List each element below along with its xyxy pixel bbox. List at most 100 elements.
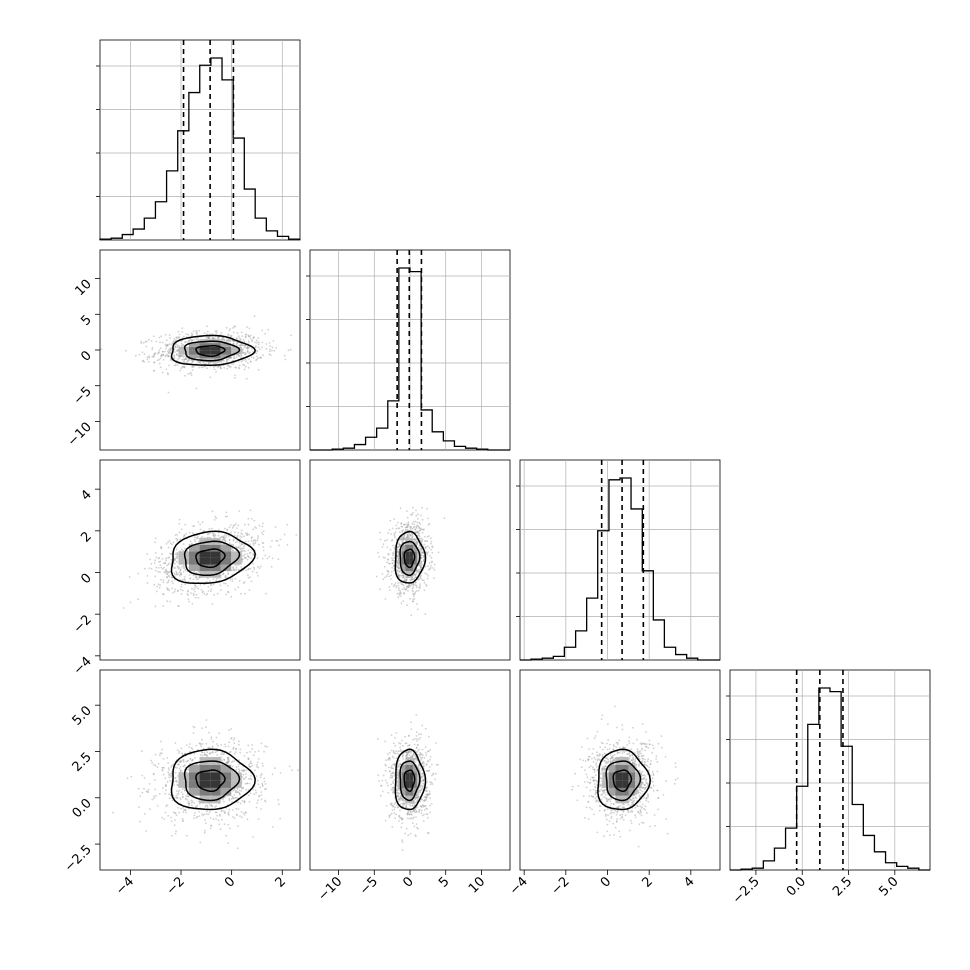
sample-point bbox=[248, 778, 250, 780]
sample-point bbox=[289, 348, 292, 351]
sample-point bbox=[251, 748, 254, 750]
sample-point bbox=[250, 778, 253, 781]
sample-point bbox=[166, 576, 169, 579]
sample-point bbox=[171, 543, 173, 546]
sample-point bbox=[384, 598, 387, 600]
sample-point bbox=[243, 368, 246, 371]
sample-point bbox=[183, 335, 185, 338]
sample-point bbox=[212, 362, 215, 365]
sample-point bbox=[205, 726, 207, 729]
sample-point bbox=[237, 768, 240, 770]
sample-point bbox=[235, 566, 238, 569]
sample-point bbox=[403, 537, 406, 540]
sample-point bbox=[390, 570, 393, 573]
sample-point bbox=[184, 583, 187, 585]
sample-point bbox=[397, 750, 400, 753]
panel-frame bbox=[729, 669, 931, 871]
sample-point bbox=[197, 596, 200, 599]
sample-point bbox=[216, 743, 218, 745]
sample-point bbox=[225, 511, 228, 514]
sample-point bbox=[404, 735, 406, 738]
sample-point bbox=[176, 353, 178, 356]
sample-point bbox=[183, 578, 186, 580]
sample-point bbox=[167, 349, 170, 351]
sample-point bbox=[177, 358, 179, 360]
sample-point bbox=[158, 349, 161, 352]
sample-point bbox=[244, 556, 246, 559]
sample-point bbox=[228, 526, 231, 529]
sample-point bbox=[431, 551, 434, 554]
sample-point bbox=[199, 753, 202, 756]
sample-point bbox=[225, 834, 228, 837]
sample-point bbox=[174, 776, 177, 779]
sample-point bbox=[231, 549, 234, 552]
sample-point bbox=[168, 352, 170, 355]
sample-point bbox=[274, 526, 277, 528]
sample-point bbox=[161, 558, 164, 560]
sample-point bbox=[419, 514, 422, 517]
sample-point bbox=[418, 529, 421, 532]
joint-panel-1-0 bbox=[99, 249, 301, 451]
sample-point bbox=[211, 510, 214, 513]
sample-point bbox=[240, 549, 243, 552]
sample-point bbox=[188, 531, 191, 534]
sample-point bbox=[234, 751, 237, 753]
sample-point bbox=[227, 573, 230, 576]
sample-point bbox=[242, 582, 245, 584]
sample-point bbox=[142, 359, 145, 362]
sample-point bbox=[238, 541, 241, 544]
sample-point bbox=[418, 569, 421, 571]
sample-point bbox=[180, 573, 183, 576]
sample-point bbox=[211, 336, 214, 339]
sample-point bbox=[244, 334, 247, 336]
sample-point bbox=[255, 359, 257, 362]
sample-point bbox=[215, 579, 218, 582]
sample-point bbox=[187, 358, 190, 361]
sample-point bbox=[264, 799, 266, 802]
sample-point bbox=[257, 565, 259, 568]
sample-point bbox=[159, 584, 162, 587]
density-cell bbox=[178, 551, 190, 558]
sample-point bbox=[423, 543, 426, 546]
sample-point bbox=[399, 581, 401, 584]
sample-point bbox=[412, 526, 415, 528]
sample-point bbox=[161, 341, 164, 344]
sample-point bbox=[234, 374, 236, 377]
sample-point bbox=[244, 365, 247, 368]
sample-point bbox=[212, 534, 215, 536]
sample-point bbox=[207, 337, 209, 340]
sample-point bbox=[238, 367, 241, 370]
sample-point bbox=[195, 586, 198, 588]
density-cell bbox=[199, 780, 211, 788]
sample-point bbox=[400, 525, 403, 528]
sample-point bbox=[245, 773, 247, 775]
sample-point bbox=[209, 817, 212, 819]
sample-point bbox=[381, 546, 384, 548]
sample-point bbox=[213, 533, 216, 535]
sample-point bbox=[419, 583, 421, 585]
sample-point bbox=[239, 344, 242, 347]
sample-point bbox=[248, 346, 251, 349]
sample-point bbox=[245, 776, 247, 778]
sample-point bbox=[236, 342, 239, 345]
sample-point bbox=[232, 340, 235, 343]
sample-point bbox=[418, 532, 420, 535]
sample-point bbox=[264, 332, 266, 335]
sample-point bbox=[242, 348, 245, 350]
sample-point bbox=[255, 806, 258, 809]
sample-point bbox=[432, 567, 434, 569]
sample-point bbox=[258, 341, 260, 344]
sample-point bbox=[234, 578, 237, 580]
sample-point bbox=[176, 538, 179, 541]
sample-point bbox=[426, 816, 429, 819]
sample-point bbox=[183, 355, 186, 358]
sample-point bbox=[240, 529, 243, 532]
sample-point bbox=[196, 333, 198, 335]
sample-point bbox=[251, 348, 253, 350]
sample-point bbox=[243, 770, 246, 773]
sample-point bbox=[182, 819, 185, 822]
sample-point bbox=[223, 582, 225, 585]
sample-point bbox=[220, 367, 223, 370]
sample-point bbox=[418, 586, 421, 589]
sample-point bbox=[412, 595, 415, 598]
